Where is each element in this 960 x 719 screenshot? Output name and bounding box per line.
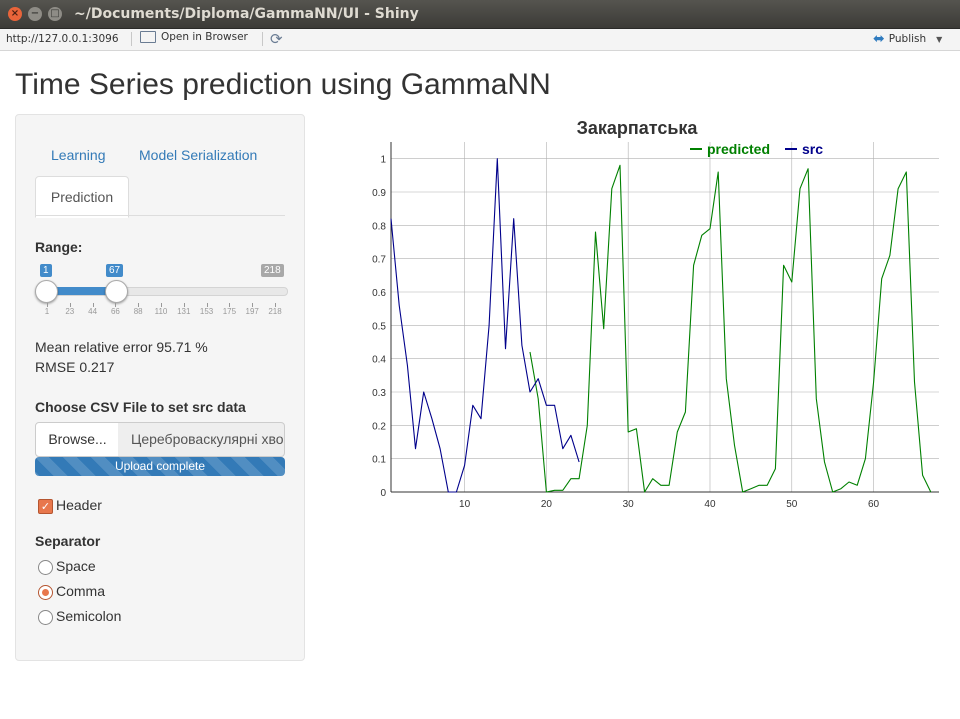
file-name-text: Цереброваскулярні хвороби.csv — [131, 431, 284, 447]
range-slider-bar[interactable] — [46, 287, 116, 295]
open-in-browser-label: Open in Browser — [161, 31, 248, 43]
maximize-icon[interactable]: □ — [48, 7, 62, 21]
x-tick-label: 50 — [786, 499, 798, 510]
viewer-toolbar: http://127.0.0.1:3096 Open in Browser ⟳ … — [0, 29, 960, 51]
open-in-browser-button[interactable]: Open in Browser — [140, 31, 248, 48]
slider-tick-label: 175 — [222, 307, 237, 316]
slider-tick-label: 218 — [268, 307, 282, 316]
y-tick-label: 0.8 — [372, 221, 386, 232]
x-tick-label: 40 — [704, 499, 716, 510]
chart-title: Закарпатська — [577, 118, 699, 138]
y-tick-label: 0.5 — [372, 321, 386, 332]
slider-tick — [115, 303, 117, 307]
x-tick-label: 60 — [868, 499, 880, 510]
page-title: Time Series prediction using GammaNN — [15, 68, 551, 101]
minimize-icon[interactable]: − — [28, 7, 42, 21]
separator-radio-space[interactable] — [38, 560, 53, 575]
browser-window-icon — [140, 31, 156, 43]
legend-label-predicted: predicted — [707, 141, 770, 157]
toolbar-divider — [131, 32, 132, 46]
y-tick-label: 0.4 — [372, 355, 386, 366]
range-to-badge: 67 — [106, 264, 124, 277]
publish-button[interactable]: ⬌ Publish ▼ — [873, 31, 942, 47]
browse-button[interactable]: Browse... — [35, 422, 120, 457]
slider-tick-label: 153 — [199, 307, 214, 316]
slider-tick-label: 23 — [65, 307, 75, 316]
file-input-label: Choose CSV File to set src data — [35, 399, 246, 415]
series-line-src — [390, 158, 580, 493]
separator-option-semicolon: Semicolon — [56, 608, 122, 624]
header-checkbox[interactable]: ✓ — [38, 499, 53, 514]
separator-option-comma: Comma — [56, 583, 106, 599]
upload-progress-bar: Upload complete — [35, 457, 285, 476]
header-checkbox-label: Header — [56, 497, 102, 513]
range-slider-handle-from[interactable] — [35, 280, 58, 303]
chart-axes: 0 0.1 0.2 0.3 0.4 0.5 0.6 0.7 0.8 0.9 1 10 20 30 40 50 6… — [372, 142, 939, 510]
slider-tick — [183, 303, 185, 307]
tab-prediction[interactable]: Prediction — [35, 176, 129, 218]
slider-tick — [138, 303, 140, 307]
x-tick-label: 30 — [623, 499, 635, 510]
x-tick-label: 10 — [459, 499, 471, 510]
tab-learning[interactable]: Learning — [51, 147, 106, 163]
slider-tick — [252, 303, 254, 307]
slider-tick — [69, 303, 71, 307]
y-tick-label: 0 — [380, 488, 386, 499]
slider-tick-label: 88 — [133, 307, 143, 316]
y-tick-label: 0.2 — [372, 421, 386, 432]
legend-label-src: src — [802, 141, 823, 157]
series-line-predicted — [529, 164, 932, 493]
window-title: ~/Documents/Diploma/GammaNN/UI - Shiny — [74, 6, 419, 22]
slider-tick-label: 110 — [154, 307, 168, 316]
slider-tick — [229, 303, 231, 307]
y-tick-label: 0.7 — [372, 255, 386, 266]
sidebar-panel: Learning Model Serialization Prediction … — [15, 114, 305, 661]
range-slider-handle-to[interactable] — [105, 280, 128, 303]
rmse-value: RMSE 0.217 — [35, 359, 115, 375]
url-label: http://127.0.0.1:3096 — [6, 33, 119, 45]
range-max-badge: 218 — [261, 264, 284, 277]
slider-tick-label: 197 — [245, 307, 259, 316]
publish-icon: ⬌ — [873, 31, 885, 47]
chevron-down-icon[interactable]: ▼ — [936, 35, 943, 44]
range-label: Range: — [35, 239, 83, 255]
y-tick-label: 0.9 — [372, 188, 386, 199]
slider-tick — [92, 303, 94, 307]
slider-tick — [47, 303, 48, 307]
range-min-badge: 1 — [40, 264, 52, 277]
slider-tick — [275, 303, 276, 307]
chart-grid — [391, 142, 939, 493]
slider-tick-label: 131 — [177, 307, 191, 316]
prediction-chart: Закарпатська 0 0.1 0.2 0.3 0.4 0.5 0.6 0.7 0.8 0.… — [372, 118, 939, 510]
tab-model-serialization[interactable]: Model Serialization — [139, 147, 258, 163]
refresh-icon[interactable]: ⟳ — [270, 30, 283, 48]
slider-tick-label: 1 — [44, 307, 50, 316]
slider-tick-label: 44 — [88, 307, 98, 316]
mean-relative-error: Mean relative error 95.71 % — [35, 339, 208, 355]
slider-tick-label: 66 — [110, 307, 120, 316]
close-icon[interactable]: × — [8, 7, 22, 21]
y-tick-label: 0.3 — [372, 388, 386, 399]
publish-label: Publish — [888, 33, 927, 45]
separator-label: Separator — [35, 533, 101, 549]
separator-option-space: Space — [56, 558, 96, 574]
slider-tick — [161, 303, 162, 307]
chart-legend: predicted src — [690, 141, 823, 157]
separator-radio-comma[interactable] — [38, 585, 53, 600]
file-name-field[interactable]: Цереброваскулярні хвороби.csv — [118, 422, 285, 457]
window-titlebar: × − □ ~/Documents/Diploma/GammaNN/UI - S… — [0, 0, 960, 29]
tab-divider — [35, 215, 285, 216]
toolbar-divider — [262, 32, 263, 46]
y-tick-label: 0.6 — [372, 288, 386, 299]
y-tick-label: 0.1 — [372, 455, 386, 466]
chart-series — [390, 158, 932, 493]
slider-tick — [206, 303, 208, 307]
y-tick-label: 1 — [380, 155, 386, 166]
separator-radio-semicolon[interactable] — [38, 610, 53, 625]
x-tick-label: 20 — [541, 499, 553, 510]
